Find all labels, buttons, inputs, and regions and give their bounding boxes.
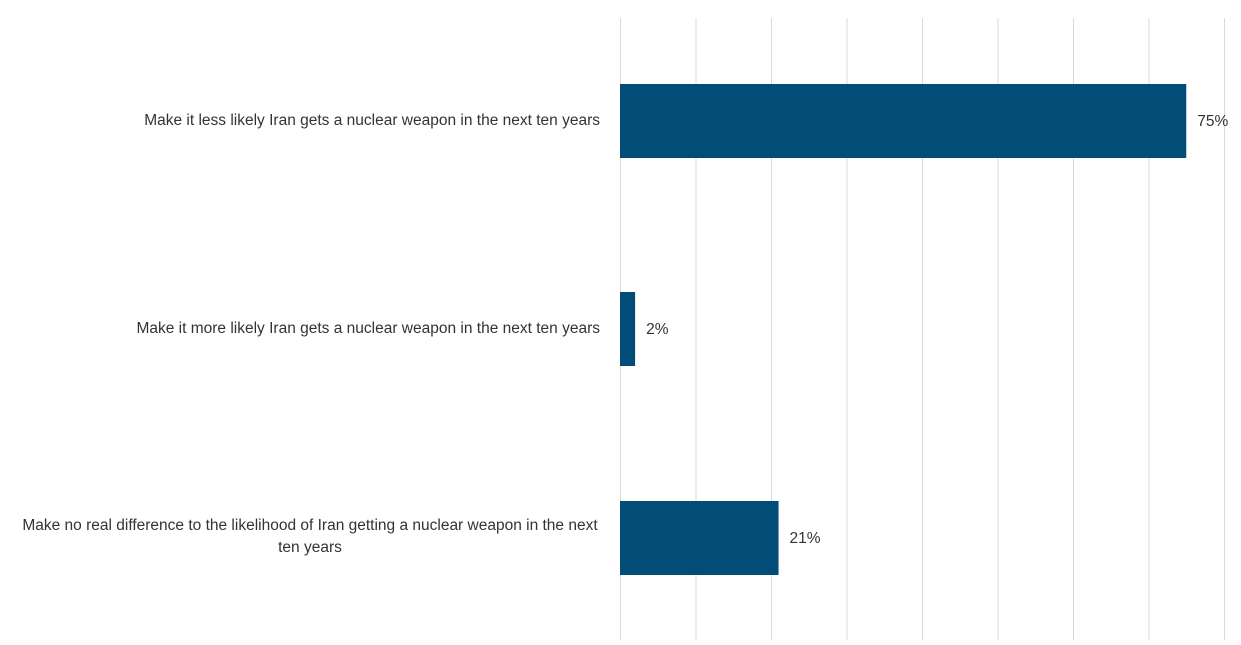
- category-label-less-likely: Make it less likely Iran gets a nuclear …: [144, 112, 600, 129]
- value-label-more-likely: 2%: [646, 321, 669, 338]
- value-labels: 75% 2% 21%: [646, 113, 1228, 547]
- bars: [620, 84, 1187, 575]
- value-label-less-likely: 75%: [1197, 113, 1228, 130]
- bar-more-likely: [620, 292, 636, 366]
- category-label-more-likely: Make it more likely Iran gets a nuclear …: [136, 320, 600, 337]
- value-label-no-difference: 21%: [790, 530, 821, 547]
- bar-no-difference: [620, 501, 779, 575]
- bar-less-likely: [620, 84, 1187, 158]
- category-label-no-difference: Make no real difference to the likelihoo…: [22, 517, 598, 556]
